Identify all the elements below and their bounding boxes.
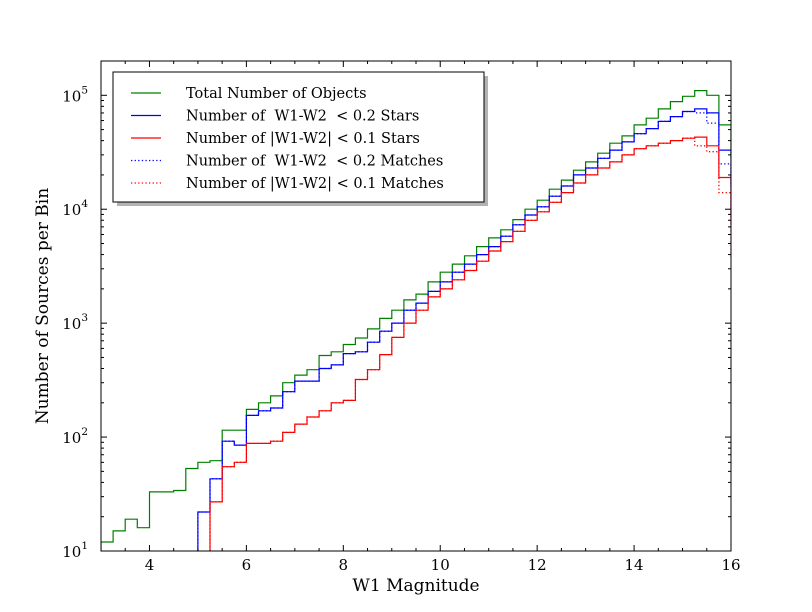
x-tick-label: 8 <box>339 556 349 574</box>
y-tick-base: 10 <box>62 543 81 561</box>
legend-label-5: Number of |W1-W2| < 0.1 Matches <box>186 176 444 192</box>
x-tick-label: 14 <box>625 556 644 574</box>
x-axis-label: W1 Magnitude <box>352 576 479 596</box>
y-tick-exponent: 1 <box>81 540 88 552</box>
series-layer <box>101 90 731 551</box>
x-tick-label: 16 <box>721 556 740 574</box>
legend-box <box>112 71 485 203</box>
series-line-3 <box>209 136 731 551</box>
x-tick-label: 4 <box>145 556 155 574</box>
x-tick-label: 12 <box>528 556 547 574</box>
y-axis-label: Number of Sources per Bin <box>33 188 53 424</box>
y-tick-base: 10 <box>62 315 81 333</box>
y-tick-base: 10 <box>62 429 81 447</box>
y-tick-label: 101 <box>62 540 88 561</box>
y-tick-base: 10 <box>62 201 81 219</box>
legend-label-1: Total Number of Objects <box>186 86 367 102</box>
y-tick-label: 103 <box>62 312 88 333</box>
legend: Total Number of Objects Number of W1-W2 <… <box>112 71 488 206</box>
series-line-1 <box>101 90 731 551</box>
y-tick-exponent: 5 <box>81 84 88 96</box>
y-tick-exponent: 3 <box>81 312 88 324</box>
x-tick-label: 6 <box>242 556 252 574</box>
y-tick-base: 10 <box>62 87 81 105</box>
x-tick-label: 10 <box>431 556 450 574</box>
legend-label-3: Number of |W1-W2| < 0.1 Stars <box>186 131 420 147</box>
y-tick-exponent: 4 <box>81 198 88 210</box>
series-line-2 <box>197 108 731 551</box>
legend-label-4: Number of W1-W2 < 0.2 Matches <box>186 154 443 170</box>
plot-frame <box>100 60 732 552</box>
y-tick-label: 102 <box>62 426 88 447</box>
legend-label-2: Number of W1-W2 < 0.2 Stars <box>186 109 419 125</box>
y-tick-label: 104 <box>62 198 88 219</box>
y-tick-label: 105 <box>62 84 88 105</box>
y-tick-exponent: 2 <box>81 426 88 438</box>
